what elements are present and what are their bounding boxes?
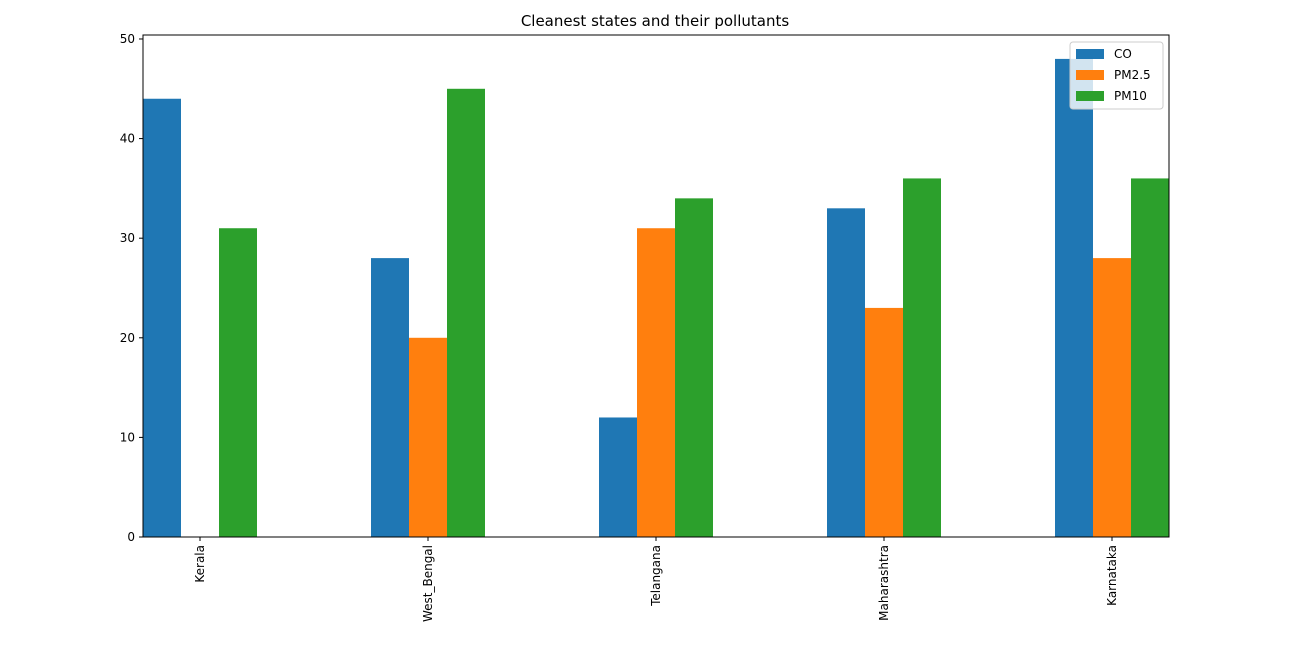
plot-frame bbox=[142, 34, 1170, 538]
bar-co-west-bengal bbox=[371, 258, 409, 537]
bar-pm2-5-west-bengal bbox=[409, 337, 447, 537]
x-tick-label: Telangana bbox=[649, 545, 663, 607]
legend-swatch-pm10 bbox=[1076, 91, 1104, 101]
bar-pm10-telangana bbox=[675, 198, 713, 537]
bar-pm10-maharashtra bbox=[903, 178, 941, 537]
bar-pm10-kerala bbox=[219, 228, 257, 538]
x-tick-label: Kerala bbox=[193, 545, 207, 583]
bar-co-kerala bbox=[143, 98, 181, 537]
legend-label: PM2.5 bbox=[1114, 68, 1151, 82]
x-axis: Kerala West_Bengal Telangana Maharashtra Kar… bbox=[193, 537, 1119, 622]
y-tick-label: 20 bbox=[120, 331, 135, 345]
bar-co-maharashtra bbox=[827, 208, 865, 537]
legend-label: CO bbox=[1114, 47, 1132, 61]
bar-co-telangana bbox=[599, 417, 637, 537]
x-tick-label: Maharashtra bbox=[877, 545, 891, 621]
y-tick-label: 10 bbox=[120, 430, 135, 444]
x-tick-label: Karnataka bbox=[1105, 545, 1119, 606]
y-tick-label: 50 bbox=[120, 32, 135, 46]
bar-pm10-karnataka bbox=[1131, 178, 1169, 537]
bar-pm2-5-telangana bbox=[637, 228, 675, 538]
legend: CO PM2.5 PM10 bbox=[1069, 41, 1164, 110]
y-axis: 0 10 20 30 40 50 bbox=[120, 32, 143, 544]
y-tick-label: 40 bbox=[120, 132, 135, 146]
x-tick-label: West_Bengal bbox=[421, 545, 435, 622]
legend-swatch-co bbox=[1076, 49, 1104, 59]
bar-pm2-5-karnataka bbox=[1093, 258, 1131, 537]
bar-pm2-5-maharashtra bbox=[865, 307, 903, 537]
bar-co-karnataka bbox=[1055, 58, 1093, 538]
legend-label: PM10 bbox=[1114, 89, 1147, 103]
bar-pm10-west-bengal bbox=[447, 88, 485, 537]
legend-swatch-pm2-5 bbox=[1076, 70, 1104, 80]
chart-title: Cleanest states and their pollutants bbox=[521, 12, 790, 30]
y-tick-label: 0 bbox=[127, 530, 135, 544]
bars-layer bbox=[143, 58, 1169, 538]
y-tick-label: 30 bbox=[120, 231, 135, 245]
